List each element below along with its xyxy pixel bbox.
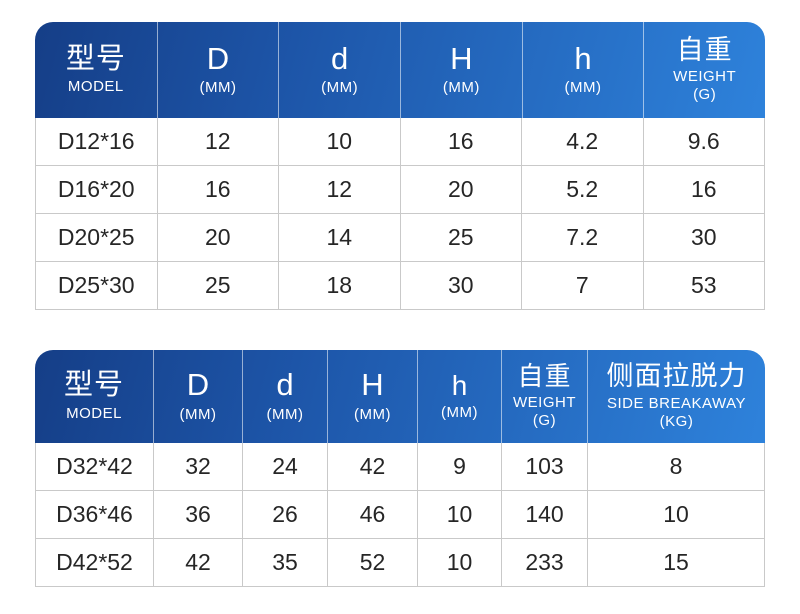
header-sub-label: (MM) <box>442 79 480 97</box>
table-cell: D12*16 <box>36 118 158 166</box>
table-cell: 36 <box>154 491 243 539</box>
header-sub-unit: (G) <box>693 86 717 104</box>
table-cell: 15 <box>588 539 765 587</box>
column-header-weight: 自重 WEIGHT (G) <box>643 22 765 118</box>
table-cell: D42*52 <box>36 539 154 587</box>
header-main-label: 侧面拉脱力 <box>606 361 747 392</box>
header-main-label: d <box>276 367 294 403</box>
header-main-label: 型号 <box>63 369 124 402</box>
header-sub-label: WEIGHT <box>673 68 737 86</box>
table-cell: 14 <box>279 214 401 262</box>
column-header-model: 型号 MODEL <box>35 350 153 443</box>
header-main-label: d <box>331 40 349 76</box>
column-header-H: H (MM) <box>327 350 417 443</box>
column-header-D: D (MM) <box>156 22 279 118</box>
table-cell: 9.6 <box>643 118 765 166</box>
table-cell: D25*30 <box>36 262 158 310</box>
table-cell: 25 <box>157 262 279 310</box>
table-cell: D36*46 <box>36 491 154 539</box>
header-sub-label: SIDE BREAKAWAY <box>607 394 746 412</box>
header-main-label: 自重 <box>517 360 572 391</box>
spec-table-large-sizes: 型号 MODEL D (MM) d (MM) H (MM) h (MM) 自重 … <box>35 350 765 587</box>
table-cell: 26 <box>243 491 328 539</box>
table-cell: 16 <box>157 166 279 214</box>
table-cell: 10 <box>279 118 401 166</box>
table-cell: 10 <box>588 491 765 539</box>
column-header-h: h (MM) <box>521 22 644 118</box>
table-header-row: 型号 MODEL D (MM) d (MM) H (MM) h (MM) 自重 … <box>35 350 765 443</box>
header-main-label: 自重 <box>676 34 733 65</box>
table-cell: 30 <box>643 214 765 262</box>
table-cell: 24 <box>243 443 328 491</box>
header-main-label: D <box>186 367 210 403</box>
column-header-d: d (MM) <box>242 350 327 443</box>
table-cell: 5.2 <box>522 166 644 214</box>
column-header-model: 型号 MODEL <box>35 22 157 118</box>
header-main-label: H <box>450 40 473 76</box>
header-main-label: 型号 <box>65 42 126 75</box>
spec-table-small-sizes: 型号 MODEL D (MM) d (MM) H (MM) h (MM) 自重 … <box>35 22 765 310</box>
header-sub-unit: (KG) <box>659 412 694 430</box>
table-body: D32*42 32 24 42 9 103 8 D36*46 36 26 46 … <box>35 443 765 587</box>
column-header-weight: 自重 WEIGHT (G) <box>501 350 587 443</box>
table-cell: 32 <box>154 443 243 491</box>
table-cell: 4.2 <box>522 118 644 166</box>
header-sub-label: MODEL <box>67 78 124 96</box>
table-cell: 30 <box>400 262 522 310</box>
header-main-label: H <box>361 367 384 403</box>
header-sub-label: (MM) <box>266 405 304 423</box>
table-body: D12*16 12 10 16 4.2 9.6 D16*20 16 12 20 … <box>35 118 765 310</box>
table-cell: D20*25 <box>36 214 158 262</box>
column-header-H: H (MM) <box>399 22 522 118</box>
header-sub-label: (MM) <box>564 79 602 97</box>
header-sub-label: (MM) <box>321 79 359 97</box>
table-cell: 16 <box>643 166 765 214</box>
table-cell: 25 <box>400 214 522 262</box>
table-cell: 10 <box>418 539 502 587</box>
table-cell: 35 <box>243 539 328 587</box>
table-cell: 7.2 <box>522 214 644 262</box>
header-sub-label: WEIGHT <box>513 394 576 412</box>
header-sub-label: (MM) <box>179 405 217 423</box>
table-cell: 52 <box>328 539 418 587</box>
table-cell: 42 <box>154 539 243 587</box>
header-sub-label: (MM) <box>199 79 237 97</box>
column-header-h: h (MM) <box>417 350 501 443</box>
column-header-D: D (MM) <box>153 350 242 443</box>
column-header-d: d (MM) <box>278 22 400 118</box>
header-main-label: h <box>451 369 468 401</box>
table-cell: 10 <box>418 491 502 539</box>
table-cell: 20 <box>400 166 522 214</box>
table-cell: 18 <box>279 262 401 310</box>
table-cell: 12 <box>279 166 401 214</box>
header-main-label: D <box>206 40 230 76</box>
table-cell: 103 <box>502 443 588 491</box>
table-cell: 42 <box>328 443 418 491</box>
table-cell: 8 <box>588 443 765 491</box>
table-cell: 9 <box>418 443 502 491</box>
table-cell: 46 <box>328 491 418 539</box>
table-cell: D16*20 <box>36 166 158 214</box>
table-cell: 20 <box>157 214 279 262</box>
header-sub-label: (MM) <box>354 405 391 423</box>
header-sub-label: MODEL <box>66 404 122 422</box>
table-header-row: 型号 MODEL D (MM) d (MM) H (MM) h (MM) 自重 … <box>35 22 765 118</box>
table-cell: 233 <box>502 539 588 587</box>
header-sub-unit: (G) <box>532 412 557 430</box>
table-cell: 7 <box>522 262 644 310</box>
table-cell: 16 <box>400 118 522 166</box>
header-sub-label: (MM) <box>441 404 478 422</box>
table-cell: D32*42 <box>36 443 154 491</box>
table-cell: 140 <box>502 491 588 539</box>
table-cell: 53 <box>643 262 765 310</box>
column-header-side-breakaway: 侧面拉脱力 SIDE BREAKAWAY (KG) <box>587 350 765 443</box>
header-main-label: h <box>574 40 592 76</box>
table-cell: 12 <box>157 118 279 166</box>
